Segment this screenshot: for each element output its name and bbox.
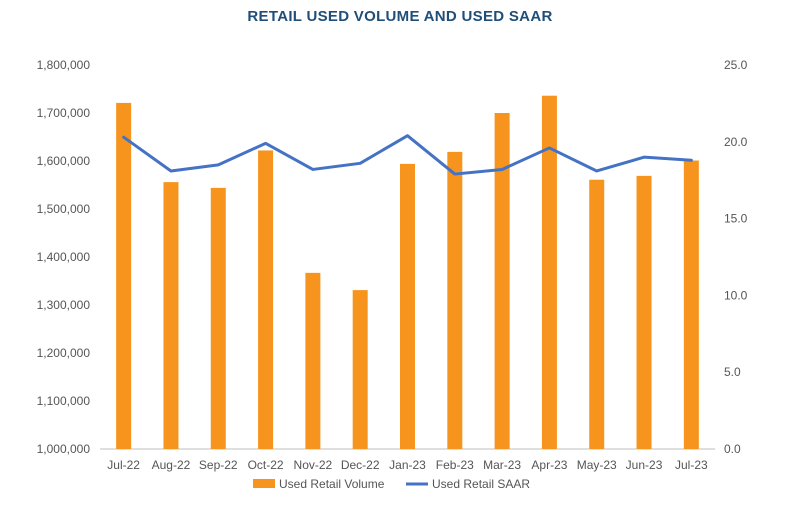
y-right-tick-label: 5.0 [724,365,741,379]
bar-used-retail-volume [305,272,321,449]
bar-used-retail-volume [589,179,605,449]
x-tick-label: May-23 [577,458,617,472]
x-tick-label: Feb-23 [436,458,474,472]
y-right-tick-label: 15.0 [724,212,748,226]
y-left-tick-label: 1,000,000 [37,442,91,456]
x-tick-label: Jan-23 [389,458,426,472]
y-left-tick-label: 1,700,000 [37,106,91,120]
bar-used-retail-volume [683,160,699,449]
y-left-tick-label: 1,200,000 [37,346,91,360]
y-left-tick-label: 1,100,000 [37,394,91,408]
bar-used-retail-volume [210,187,226,449]
x-tick-label: Jul-22 [107,458,140,472]
x-tick-label: Oct-22 [248,458,284,472]
y-right-tick-label: 20.0 [724,135,748,149]
y-right-tick-label: 10.0 [724,288,748,302]
bar-used-retail-volume [494,113,510,449]
x-tick-label: Sep-22 [199,458,238,472]
x-tick-label: Apr-23 [531,458,567,472]
y-left-tick-label: 1,500,000 [37,202,91,216]
y-left-tick-label: 1,400,000 [37,250,91,264]
bar-used-retail-volume [116,102,132,450]
bar-used-retail-volume [163,182,179,449]
y-left-tick-label: 1,800,000 [37,58,91,72]
x-tick-label: Aug-22 [152,458,191,472]
chart-title: RETAIL USED VOLUME AND USED SAAR [247,8,553,25]
bar-used-retail-volume [352,290,368,449]
y-right-tick-label: 25.0 [724,58,748,72]
y-left-tick-label: 1,600,000 [37,154,91,168]
legend-label-used-retail-volume: Used Retail Volume [279,477,385,491]
x-tick-label: Jun-23 [626,458,663,472]
bar-used-retail-volume [636,175,652,449]
x-tick-label: Jul-23 [675,458,708,472]
x-tick-label: Mar-23 [483,458,521,472]
bar-used-retail-volume [447,151,463,449]
bar-used-retail-volume [400,163,415,449]
bar-used-retail-volume [258,150,274,449]
bar-used-retail-volume [541,95,557,449]
y-right-tick-label: 0.0 [724,442,741,456]
legend-swatch-used-retail-volume [253,479,275,488]
x-tick-label: Nov-22 [294,458,333,472]
x-tick-label: Dec-22 [341,458,380,472]
y-left-tick-label: 1,300,000 [37,298,91,312]
legend-label-used-retail-saar: Used Retail SAAR [432,477,530,491]
